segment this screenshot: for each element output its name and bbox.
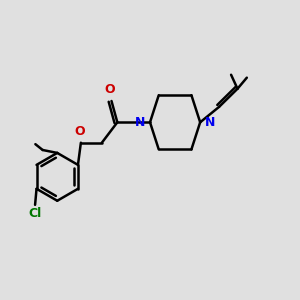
Text: N: N [135, 116, 145, 129]
Text: Cl: Cl [28, 207, 42, 220]
Text: N: N [205, 116, 215, 129]
Text: O: O [74, 125, 85, 138]
Text: O: O [104, 83, 115, 96]
